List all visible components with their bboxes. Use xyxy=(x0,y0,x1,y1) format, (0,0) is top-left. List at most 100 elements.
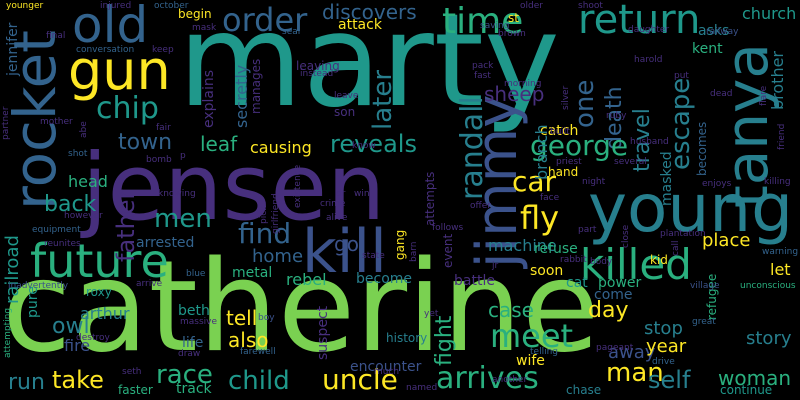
word-also: also xyxy=(228,328,269,352)
word-stop: stop xyxy=(644,318,683,339)
word-morning: morning xyxy=(504,79,542,89)
word-final: final xyxy=(46,31,66,41)
word-blue: blue xyxy=(186,269,206,279)
word-older: older xyxy=(520,1,543,11)
word-event: event xyxy=(441,233,455,268)
word-become: become xyxy=(356,271,413,287)
word-much: much xyxy=(374,367,400,377)
word-young: young xyxy=(588,170,793,247)
word-roxy: roxy xyxy=(86,285,112,299)
word-secretly: secretly xyxy=(232,64,251,128)
word-husband: husband xyxy=(630,137,669,147)
word-machine: machine xyxy=(488,236,557,255)
word-fair: fair xyxy=(156,123,171,133)
word-partner: partner xyxy=(1,106,11,140)
word-meet: meet xyxy=(490,317,574,355)
word-crime: crime xyxy=(320,199,346,209)
word-brown: brown xyxy=(498,29,526,39)
word-discovers: discovers xyxy=(322,0,417,24)
word-however: however xyxy=(64,211,103,221)
word-tell: tell xyxy=(226,306,258,330)
word-drive: drive xyxy=(652,357,675,367)
word-offer: offer xyxy=(470,201,491,211)
word-catch: catch xyxy=(540,123,579,139)
word-destroy: destroy xyxy=(76,333,110,343)
word-girlfriend: girlfriend xyxy=(271,193,281,234)
word-fire: fire xyxy=(64,336,91,355)
word-away: away xyxy=(608,342,656,363)
word-case: case xyxy=(488,298,534,322)
word-put: put xyxy=(674,71,689,81)
word-rebel: rebel xyxy=(286,270,327,289)
word-town: town xyxy=(118,130,173,155)
word-shot: shot xyxy=(68,149,88,159)
word-begin: begin xyxy=(178,7,212,21)
word-history: history xyxy=(386,331,428,345)
word-abe: abe xyxy=(79,121,89,138)
word-instead: instead xyxy=(300,69,334,79)
word-reveals: reveals xyxy=(330,130,417,158)
word-arrives: arrives xyxy=(436,361,539,396)
word-pick: pick xyxy=(259,205,269,224)
word-seal: seal xyxy=(282,27,301,37)
word-becomes: becomes xyxy=(695,121,709,176)
word-inadvertently: inadvertently xyxy=(8,281,69,291)
word-owl: owl xyxy=(52,314,90,339)
word-causing: causing xyxy=(250,138,312,157)
word-gun: gun xyxy=(68,39,171,102)
word-younger: younger xyxy=(6,1,44,11)
word-go: go xyxy=(334,232,359,256)
word-leaving: leaving xyxy=(296,59,340,73)
word-killed: killed xyxy=(580,240,692,289)
word-pageant: pageant xyxy=(596,343,634,353)
word-life: life xyxy=(182,335,204,351)
word-plantation: plantation xyxy=(660,229,706,239)
word-arthur: arthur xyxy=(80,304,130,323)
word-head: head xyxy=(68,172,108,191)
word-silver: silver xyxy=(561,85,571,110)
word-killing: killing xyxy=(764,177,791,187)
word-old: old xyxy=(72,0,149,54)
word-great: great xyxy=(692,317,716,327)
word-metal: metal xyxy=(232,265,273,281)
word-george: george xyxy=(530,129,629,162)
word-attack: attack xyxy=(338,17,382,33)
word-fight: fight xyxy=(432,315,457,366)
word-kid: kid xyxy=(650,253,668,267)
word-attempts: attempts xyxy=(423,171,437,226)
word-marty: marty xyxy=(178,0,560,136)
word-st: st xyxy=(508,11,519,25)
word-woman: woman xyxy=(718,366,792,390)
word-son: son xyxy=(334,105,356,119)
word-seth: seth xyxy=(122,367,142,377)
word-power: power xyxy=(598,275,642,291)
word-bomb: bomb xyxy=(146,155,172,165)
word-run: run xyxy=(8,370,45,395)
word-self: self xyxy=(648,366,691,394)
word-let: let xyxy=(770,260,791,279)
word-built: built xyxy=(550,127,570,137)
word-part: part xyxy=(578,225,597,235)
word-kill: kill xyxy=(302,217,387,287)
word-story: story xyxy=(746,328,792,349)
word-race: race xyxy=(156,360,213,390)
word-unconscious: unconscious xyxy=(740,281,796,291)
word-dead: dead xyxy=(710,89,733,99)
word-soon: soon xyxy=(530,263,564,279)
word-know: know xyxy=(352,141,376,151)
word-jennifer: jennifer xyxy=(5,22,21,76)
word-chip: chip xyxy=(96,91,159,126)
word-battle: battle xyxy=(454,273,495,289)
word-keep: keep xyxy=(152,45,174,55)
word-fast: fast xyxy=(474,71,491,81)
word-year: year xyxy=(646,336,687,357)
word-massive: massive xyxy=(180,317,218,327)
word-fly: fly xyxy=(520,199,560,237)
word-car: car xyxy=(512,165,557,198)
word-randall: randall xyxy=(455,96,490,200)
word-knowing: knowing xyxy=(158,189,196,199)
word-kent: kent xyxy=(692,41,723,57)
word-arrested: arrested xyxy=(136,235,195,251)
word-railway: railway xyxy=(706,27,739,37)
word-face: face xyxy=(540,193,560,203)
